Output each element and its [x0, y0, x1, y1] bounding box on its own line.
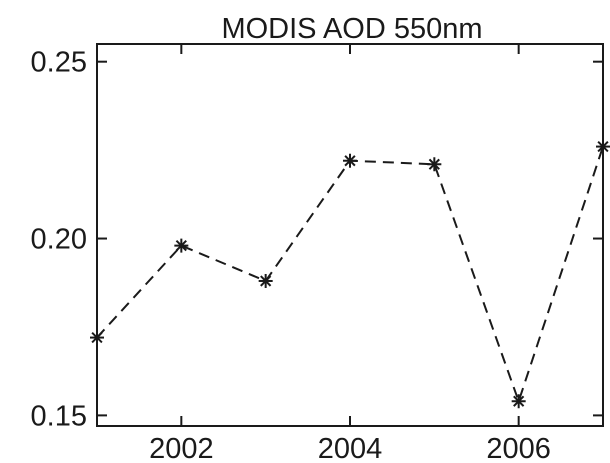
data-point — [259, 274, 273, 288]
data-point — [512, 394, 526, 408]
y-tick-label: 0.15 — [31, 400, 87, 432]
y-tick-label: 0.25 — [31, 47, 87, 79]
data-point — [427, 157, 441, 171]
plot-area: 0.15 0.20 0.25 2002 2004 2006 — [31, 44, 610, 463]
series-line — [97, 147, 603, 402]
chart-title: MODIS AOD 550nm — [221, 13, 482, 45]
x-tick-label: 2002 — [149, 433, 214, 463]
x-tick-label: 2006 — [486, 433, 551, 463]
x-tick-label: 2004 — [318, 433, 383, 463]
data-point — [596, 140, 610, 154]
data-point — [90, 331, 104, 345]
plot-frame — [97, 44, 603, 426]
data-point — [174, 239, 188, 253]
data-point — [343, 154, 357, 168]
y-tick-label: 0.20 — [31, 224, 87, 256]
